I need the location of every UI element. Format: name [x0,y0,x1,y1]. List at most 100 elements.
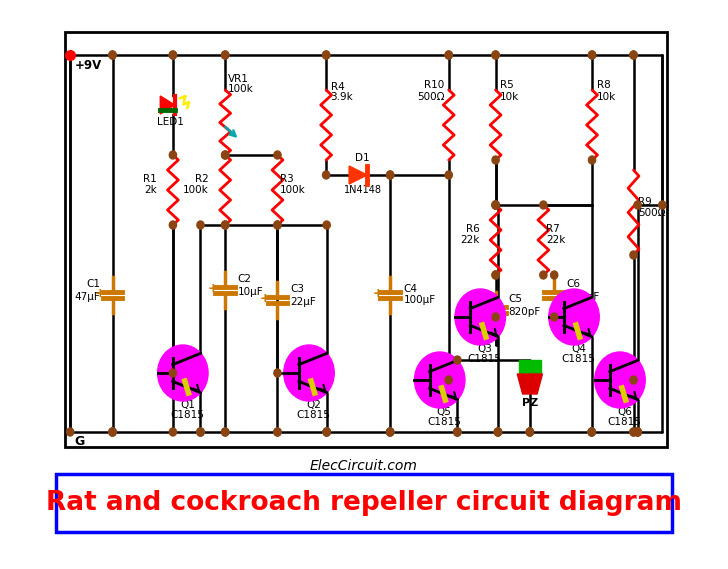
Text: C5: C5 [508,294,522,304]
Text: 22k: 22k [460,235,479,245]
Circle shape [221,51,229,59]
Circle shape [526,428,534,436]
Bar [519,360,541,374]
Circle shape [323,221,331,229]
Text: 22k: 22k [546,235,566,245]
Circle shape [630,51,637,59]
Circle shape [588,428,596,436]
Text: +: + [207,282,218,295]
Circle shape [492,51,499,59]
Text: 10k: 10k [596,92,616,102]
Text: R1: R1 [143,174,157,184]
Circle shape [109,51,116,59]
Circle shape [323,51,330,59]
Text: C6: C6 [567,279,581,289]
Text: R10: R10 [424,80,444,90]
Circle shape [492,313,499,321]
Circle shape [284,345,334,401]
Text: Q2: Q2 [306,400,321,410]
Text: R7: R7 [546,224,560,234]
Circle shape [454,356,461,364]
Circle shape [630,428,637,436]
Circle shape [170,151,176,159]
Text: 2k: 2k [144,185,157,195]
Circle shape [588,156,596,164]
Circle shape [492,271,499,279]
Circle shape [170,221,176,229]
Circle shape [494,428,502,436]
Circle shape [588,51,596,59]
Text: R2: R2 [195,174,209,184]
Text: 820pF: 820pF [567,292,599,302]
Circle shape [595,352,645,408]
Circle shape [170,428,176,436]
Circle shape [323,428,331,436]
Circle shape [539,271,547,279]
Circle shape [550,313,558,321]
Text: R9: R9 [638,196,652,207]
Text: +9V: +9V [75,59,102,72]
Text: Q5: Q5 [437,407,451,417]
Circle shape [630,251,637,259]
Circle shape [109,428,116,436]
Circle shape [66,428,74,436]
Circle shape [221,51,229,59]
Text: C1815: C1815 [170,410,205,420]
Circle shape [109,51,116,59]
Circle shape [588,51,596,59]
Circle shape [526,428,534,436]
Circle shape [221,221,229,229]
Text: 100k: 100k [280,185,306,195]
Circle shape [170,369,176,377]
Text: 100k: 100k [183,185,209,195]
Circle shape [492,156,499,164]
Circle shape [445,51,452,59]
Text: C1815: C1815 [296,410,331,420]
Circle shape [274,151,281,159]
Circle shape [414,352,465,408]
Circle shape [588,428,596,436]
Circle shape [221,151,229,159]
Circle shape [454,428,461,436]
Text: 3.9k: 3.9k [331,92,353,102]
Text: C3: C3 [290,284,304,294]
Circle shape [445,376,452,384]
Text: LED1: LED1 [157,117,183,127]
Circle shape [630,376,637,384]
Circle shape [274,221,281,229]
Text: 820pF: 820pF [508,307,540,317]
Text: R5: R5 [500,80,514,90]
Circle shape [630,51,637,59]
Text: G: G [75,435,85,448]
Text: +: + [260,291,270,304]
Circle shape [539,201,547,209]
Polygon shape [160,96,175,114]
Text: 22µF: 22µF [290,297,316,307]
Circle shape [274,428,281,436]
Text: R4: R4 [331,82,344,92]
Text: R6: R6 [466,224,479,234]
Circle shape [109,428,116,436]
Circle shape [387,428,394,436]
Circle shape [494,428,502,436]
Text: D1: D1 [355,153,370,163]
Circle shape [197,221,204,229]
Text: +: + [372,287,383,299]
Circle shape [197,428,204,436]
Circle shape [494,428,502,436]
Circle shape [323,171,330,179]
Circle shape [492,201,499,209]
Circle shape [526,428,534,436]
Text: 500Ω: 500Ω [416,92,444,102]
Text: 10k: 10k [500,92,519,102]
Circle shape [588,428,596,436]
Text: 500Ω: 500Ω [638,208,665,217]
Circle shape [157,345,208,401]
Circle shape [387,171,394,179]
Circle shape [274,369,281,377]
Circle shape [197,428,204,436]
Circle shape [550,271,558,279]
Circle shape [387,428,394,436]
Circle shape [549,289,599,345]
Circle shape [492,271,499,279]
